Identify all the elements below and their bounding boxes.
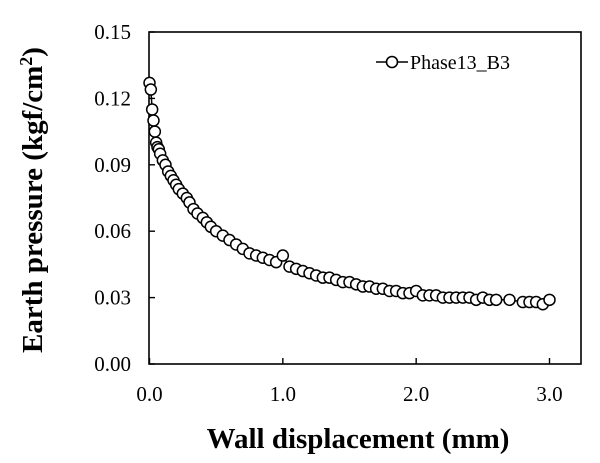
y-tick-label: 0.00: [94, 352, 131, 376]
data-point: [543, 293, 556, 307]
legend-label: Phase13_B3: [410, 52, 510, 74]
legend-marker: [385, 55, 399, 69]
data-point: [503, 293, 516, 307]
x-tick-label: 0.0: [136, 382, 162, 406]
y-axis-title-sup: 2: [16, 57, 36, 66]
x-axis-title: Wall displacement (mm): [207, 423, 510, 455]
plot-area-border: [148, 31, 582, 365]
tick-marks: [148, 31, 551, 365]
y-tick-label: 0.12: [94, 86, 131, 110]
series-line: [148, 82, 550, 306]
data-point: [489, 293, 503, 307]
x-tick-label: 2.0: [403, 382, 429, 406]
data-point: [144, 83, 158, 96]
y-tick-label: 0.03: [94, 286, 131, 310]
legend: Phase13_B3: [376, 52, 510, 74]
y-tick-label: 0.15: [94, 20, 131, 44]
data-point: [276, 249, 290, 262]
data-point: [147, 114, 160, 127]
data-point: [145, 103, 159, 116]
x-tick-label: 3.0: [536, 382, 562, 406]
y-tick-label: 0.09: [94, 153, 131, 177]
y-axis-title-main: Earth pressure (kgf/cm: [17, 66, 49, 353]
y-axis-title: Earth pressure (kgf/cm2): [16, 47, 49, 353]
data-point: [148, 125, 162, 138]
y-axis-title-close: ): [17, 47, 49, 57]
plot-frame: [148, 31, 582, 365]
y-tick-label: 0.06: [94, 219, 131, 243]
x-tick-label: 1.0: [270, 382, 296, 406]
series-layer: [143, 76, 556, 311]
tick-labels: 0.00 0.03 0.06 0.09 0.12 0.15 0.0 1.0 2.0 3.0: [94, 20, 562, 406]
